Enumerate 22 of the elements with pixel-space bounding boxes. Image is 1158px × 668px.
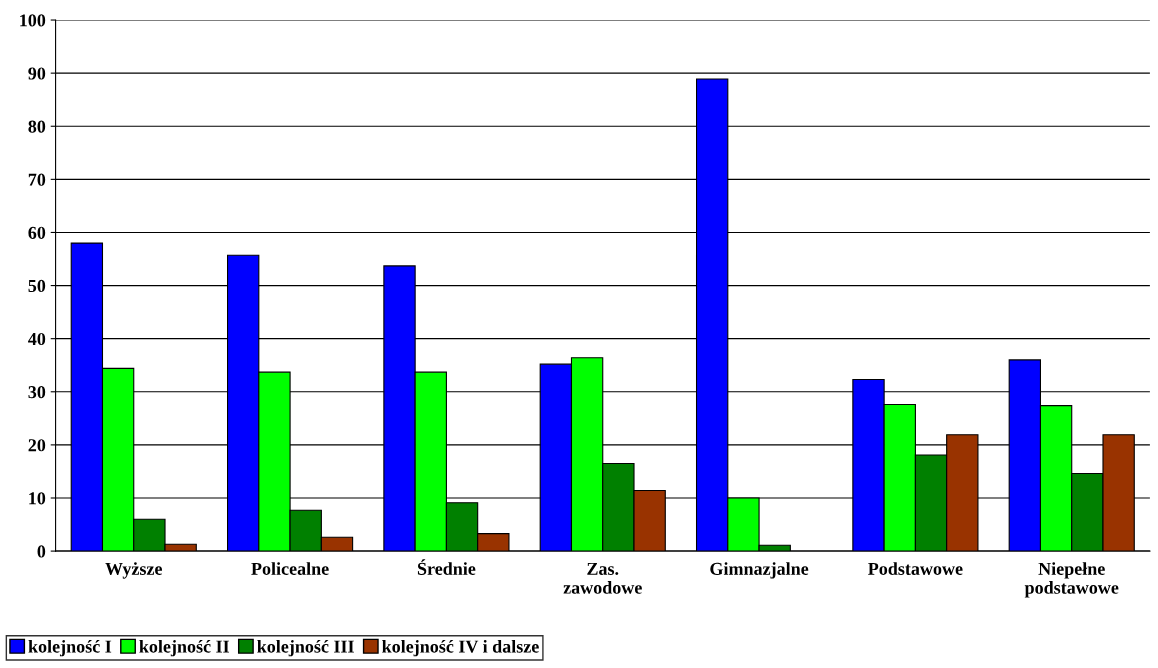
y-tick-label: 60 [28, 226, 46, 239]
x-tick-label: Policealne [251, 562, 329, 575]
y-tick-label: 0 [37, 545, 46, 558]
x-tick-label: Wyższe [105, 562, 163, 579]
x-tick-label: Gimnazjalne [710, 562, 809, 579]
x-tick-label: Średnie [417, 559, 476, 575]
y-tick-label: 40 [28, 332, 46, 346]
legend-label: kolejność I [28, 639, 112, 657]
y-tick-label: 10 [29, 492, 46, 505]
y-tick-label: 50 [28, 279, 46, 293]
y-tick-label: 20 [28, 439, 46, 452]
x-tick-label: Podstawowe [868, 562, 963, 575]
y-tick-label: 90 [28, 67, 46, 80]
x-tick-label: Zas. zawodowe [563, 562, 642, 594]
y-tick-label: 70 [28, 173, 46, 186]
y-tick-label: 30 [28, 386, 46, 399]
x-tick-label: Niepełne podstawowe [1024, 562, 1119, 598]
legend-label: kolejność II [139, 639, 230, 657]
y-tick-label: 80 [28, 120, 46, 133]
legend-label: kolejność IV i dalsze [382, 639, 539, 657]
y-tick-label: 100 [20, 14, 46, 27]
legend-label: kolejność III [257, 639, 354, 657]
